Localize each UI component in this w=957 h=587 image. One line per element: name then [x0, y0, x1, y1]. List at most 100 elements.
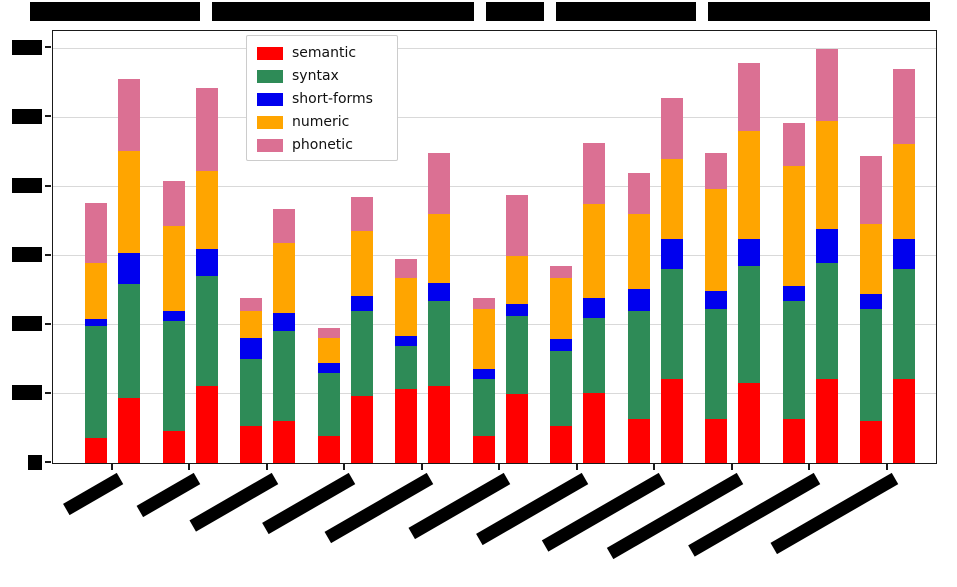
bar-segment-semantic: [85, 437, 107, 463]
bar-segment-phonetic: [627, 172, 650, 214]
bar-segment-phonetic: [860, 156, 882, 225]
bar-segment-syntax: [505, 315, 528, 394]
stacked-bar: [162, 180, 185, 463]
legend-item-short-forms: short-forms: [257, 91, 387, 107]
bar-segment-syntax: [893, 269, 915, 380]
legend-item-phonetic: phonetic: [257, 137, 387, 153]
stacked-bar: [195, 87, 218, 463]
bar-segment-semantic: [627, 418, 650, 463]
bar-segment-syntax: [782, 301, 805, 419]
redacted-y-tick-label: [12, 385, 42, 401]
bar-segment-phonetic: [660, 98, 683, 160]
redacted-title-segment: [556, 2, 696, 21]
stacked-bar: [472, 298, 495, 463]
redacted-y-tick-label: [28, 454, 42, 470]
bar-segment-short-forms: [738, 238, 760, 267]
x-tick-mark: [110, 464, 113, 470]
stacked-bar: [85, 202, 107, 463]
redacted-y-tick-label: [12, 39, 42, 55]
bar-segment-phonetic: [317, 327, 340, 338]
stacked-bar: [782, 122, 805, 463]
stacked-bar: [550, 265, 572, 463]
bar-segment-phonetic: [782, 122, 805, 166]
bar-segment-syntax: [815, 263, 838, 380]
bar-segment-short-forms: [705, 290, 727, 309]
bar-segment-numeric: [550, 277, 572, 339]
legend-label-semantic: semantic: [292, 45, 357, 61]
bar-segment-numeric: [627, 213, 650, 289]
bar-segment-syntax: [395, 345, 417, 390]
x-tick-mark: [498, 464, 500, 470]
bar-segment-numeric: [738, 130, 760, 239]
redacted-title-segment: [486, 2, 544, 21]
gridline: [53, 255, 936, 257]
bar-segment-numeric: [317, 337, 340, 363]
y-tick-mark: [45, 391, 51, 394]
bar-segment-semantic: [428, 386, 450, 463]
bar-segment-short-forms: [815, 228, 838, 263]
bar-segment-semantic: [738, 383, 760, 463]
legend-swatch-syntax-icon: [257, 69, 283, 83]
bar-segment-semantic: [550, 425, 572, 463]
bar-segment-syntax: [583, 317, 605, 394]
x-tick-mark: [808, 464, 810, 470]
y-tick-mark: [45, 322, 51, 325]
bar-segment-short-forms: [782, 285, 805, 302]
legend-label-short-forms: short-forms: [292, 91, 373, 107]
redacted-y-tick-label: [12, 247, 42, 263]
plot-area: semantic syntax short-forms numeric phon…: [52, 30, 937, 464]
y-tick-mark: [45, 253, 51, 256]
redacted-title-segment: [30, 2, 200, 21]
bar-segment-numeric: [782, 165, 805, 286]
bar-segment-syntax: [118, 284, 140, 399]
bar-segment-semantic: [195, 386, 218, 463]
legend-item-numeric: numeric: [257, 114, 387, 130]
bar-segment-phonetic: [705, 152, 727, 189]
bar-segment-syntax: [195, 275, 218, 387]
gridline: [53, 116, 936, 118]
bar-segment-phonetic: [893, 69, 915, 145]
bar-segment-syntax: [472, 378, 495, 436]
redacted-x-tick-label: [688, 472, 821, 557]
x-tick-mark: [885, 464, 888, 470]
legend-item-syntax: syntax: [257, 68, 387, 84]
bar-segment-syntax: [350, 310, 373, 397]
legend: semantic syntax short-forms numeric phon…: [246, 35, 398, 161]
bar-segment-syntax: [627, 310, 650, 419]
bar-segment-semantic: [660, 379, 683, 463]
bar-segment-numeric: [118, 151, 140, 254]
bar-segment-numeric: [660, 159, 683, 240]
y-tick-mark: [45, 184, 51, 187]
bar-segment-semantic: [350, 396, 373, 463]
legend-swatch-phonetic-icon: [257, 138, 283, 152]
redacted-y-tick-label: [12, 108, 42, 124]
bar-segment-numeric: [428, 213, 450, 283]
y-tick-mark: [45, 46, 51, 49]
bar-segment-short-forms: [472, 368, 495, 379]
bar-segment-numeric: [195, 170, 218, 249]
redacted-x-tick-label: [770, 472, 898, 555]
bar-segment-phonetic: [815, 48, 838, 121]
x-tick-mark: [653, 464, 655, 470]
bar-segment-syntax: [85, 326, 107, 438]
stacked-bar: [118, 78, 140, 463]
bar-segment-syntax: [240, 358, 262, 426]
bar-segment-phonetic: [162, 180, 185, 226]
bar-segment-numeric: [85, 263, 107, 320]
bar-segment-short-forms: [505, 303, 528, 316]
stacked-bar: [583, 142, 605, 463]
bar-segment-phonetic: [428, 152, 450, 214]
y-tick-mark: [45, 461, 51, 463]
x-tick-mark: [188, 464, 190, 470]
bar-segment-short-forms: [85, 319, 107, 327]
bar-segment-syntax: [705, 308, 727, 419]
bar-segment-short-forms: [395, 336, 417, 346]
stacked-bar: [240, 297, 262, 463]
legend-label-numeric: numeric: [292, 114, 350, 130]
bar-segment-short-forms: [240, 337, 262, 359]
redacted-title-segment: [708, 2, 930, 21]
gridline: [53, 47, 936, 49]
bar-segment-semantic: [893, 379, 915, 463]
stacked-bar: [660, 98, 683, 463]
